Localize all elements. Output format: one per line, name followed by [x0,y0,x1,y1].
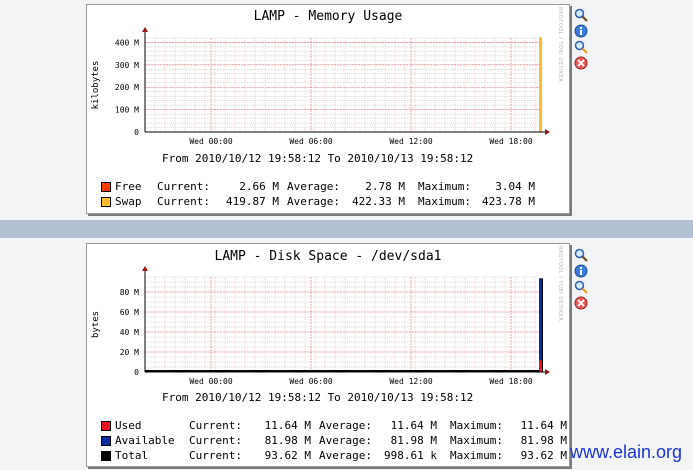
y-axis-arrow [142,266,148,271]
delete-icon[interactable] [574,56,588,70]
available-area [539,278,542,372]
legend-average-label: Average: [319,434,372,447]
legend-maximum-label: Maximum: [450,434,503,447]
y-axis-label: kilobytes [91,61,101,110]
delete-icon[interactable] [574,296,588,310]
legend-maximum-value: 81.98 M [520,434,567,447]
legend-maximum-label: Maximum: [450,419,503,432]
legend-average-label: Average: [287,180,340,193]
legend-name-used: Used [115,419,142,432]
legend-name-free: Free [115,180,142,193]
legend-average-value: 422.33 M [352,195,405,208]
legend-average-value: 2.78 M [365,180,405,193]
disk-graph-title: LAMP - Disk Space - /dev/sda1 [214,249,442,264]
y-tick-label: 20 M [120,348,139,357]
y-tick-label: 0 [134,368,139,377]
legend-current-label: Current: [189,419,242,432]
swap-area [539,37,542,132]
memory-graph-title: LAMP - Memory Usage [253,9,403,24]
y-tick-label: 100 M [115,106,139,115]
separator-band [0,220,693,238]
legend-current-value: 11.64 M [264,419,311,432]
zoom-icon[interactable] [574,8,588,22]
legend-average-value: 998.61 k [384,449,437,462]
y-tick-label: 80 M [120,288,139,297]
legend-current-label: Current: [157,180,210,193]
memory-usage-graph[interactable]: LAMP - Memory Usage RRDTOOL / TOBI OETIK… [86,4,570,214]
legend-name-available: Available [115,434,175,447]
legend-name-swap: Swap [115,195,142,208]
legend-average-label: Average: [319,419,372,432]
legend-current-value: 419.87 M [226,195,279,208]
disk-space-graph[interactable]: LAMP - Disk Space - /dev/sda1 RRDTOOL / … [86,243,570,467]
legend-average-label: Average: [287,195,340,208]
rrdtool-tag: RRDTOOL / TOBI OETIKER [557,246,563,322]
x-tick-label: Wed 00:00 [189,377,233,386]
legend-swatch-total [101,451,111,461]
legend-swatch-swap [101,197,111,207]
y-tick-label: 0 [134,128,139,137]
disk-chart-svg: Wed 00:00 Wed 06:00 Wed 12:00 Wed 18:00 0 20 … [91,266,550,386]
site-watermark: www.elain.org [570,442,683,462]
y-tick-label: 300 M [115,61,139,70]
legend-maximum-label: Maximum: [418,195,471,208]
legend-maximum-value: 3.04 M [495,180,535,193]
info-icon[interactable] [574,264,588,278]
y-tick-label: 40 M [120,328,139,337]
legend-swatch-free [101,182,111,192]
memory-from-to: From 2010/10/12 19:58:12 To 2010/10/13 1… [162,152,474,165]
y-axis-arrow [142,27,148,32]
used-area [539,360,542,372]
zoom-edit-icon[interactable] [574,40,588,54]
x-tick-label: Wed 06:00 [289,377,333,386]
legend-current-value: 2.66 M [239,180,279,193]
legend-swatch-available [101,436,111,446]
y-axis-label: bytes [91,311,101,338]
x-tick-label: Wed 12:00 [389,377,433,386]
legend-maximum-value: 93.62 M [520,449,567,462]
x-tick-label: Wed 18:00 [489,377,533,386]
legend-swatch-used [101,421,111,431]
legend-average-value: 81.98 M [390,434,437,447]
legend-maximum-value: 423.78 M [482,195,535,208]
y-tick-label: 400 M [115,38,139,47]
rrdtool-tag: RRDTOOL / TOBI OETIKER [557,7,563,83]
legend-name-total: Total [115,449,149,462]
x-axis-arrow [545,129,550,135]
y-tick-label: 60 M [120,308,139,317]
legend-current-value: 81.98 M [264,434,311,447]
memory-chart-svg: Wed 00:00 Wed 06:00 Wed 12:00 Wed 18:00 0 100… [91,27,550,146]
x-tick-label: Wed 12:00 [389,137,433,146]
x-axis-arrow [545,369,550,375]
x-tick-label: Wed 00:00 [189,137,233,146]
legend-current-label: Current: [157,195,210,208]
disk-from-to: From 2010/10/12 19:58:12 To 2010/10/13 1… [162,391,474,404]
legend-maximum-value: 11.64 M [520,419,567,432]
legend-average-label: Average: [319,449,372,462]
y-tick-label: 200 M [115,83,139,92]
legend-current-value: 93.62 M [264,449,311,462]
zoom-icon[interactable] [574,248,588,262]
legend-average-value: 11.64 M [390,419,437,432]
x-tick-label: Wed 06:00 [289,137,333,146]
zoom-edit-icon[interactable] [574,280,588,294]
legend-maximum-label: Maximum: [418,180,471,193]
x-tick-label: Wed 18:00 [489,137,533,146]
legend-maximum-label: Maximum: [450,449,503,462]
legend-current-label: Current: [189,449,242,462]
legend-current-label: Current: [189,434,242,447]
info-icon[interactable] [574,24,588,38]
